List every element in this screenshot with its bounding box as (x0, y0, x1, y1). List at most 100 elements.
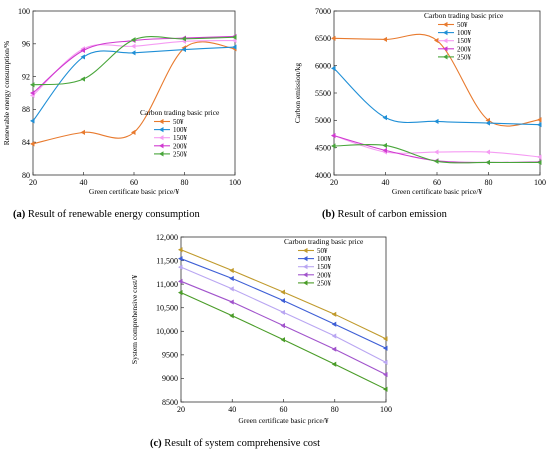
y-tick-label: 6000 (315, 61, 331, 70)
legend-label: 100¥ (173, 126, 188, 134)
y-tick-label: 96 (22, 40, 30, 49)
legend-label: 50¥ (173, 118, 184, 126)
x-tick-label: 20 (330, 178, 338, 187)
data-point (434, 118, 439, 125)
data-point (383, 345, 388, 351)
data-point (382, 147, 387, 153)
data-point (382, 115, 387, 121)
caption-a-label: (a) (13, 209, 26, 220)
data-point (80, 54, 85, 60)
data-point (280, 289, 285, 295)
legend-label: 150¥ (457, 37, 472, 45)
y-tick-label: 5500 (315, 89, 331, 98)
data-point (80, 129, 85, 135)
data-point (537, 154, 542, 160)
y-tick-label: 10,000 (156, 327, 178, 336)
data-point (537, 159, 542, 166)
data-point (537, 122, 542, 128)
data-point (280, 323, 285, 329)
y-tick-label: 8500 (162, 398, 178, 407)
caption-b-label: (b) (322, 209, 335, 220)
data-point (383, 359, 388, 365)
legend-marker (443, 54, 448, 60)
caption-c-label: (c) (150, 438, 162, 449)
legend-label: 200¥ (457, 45, 472, 53)
legend-marker (303, 280, 308, 286)
data-point (229, 313, 234, 319)
x-tick-label: 60 (433, 178, 441, 187)
data-point (331, 65, 336, 71)
data-point (30, 141, 35, 147)
data-point (331, 311, 337, 317)
y-tick-label: 92 (22, 72, 30, 81)
y-axis-label: System comprehensive cost/¥ (130, 275, 139, 364)
y-tick-label: 88 (22, 105, 30, 114)
y-tick-label: 11,500 (156, 256, 178, 265)
legend-marker (443, 38, 448, 44)
data-point (331, 133, 336, 139)
legend-label: 250¥ (457, 53, 472, 61)
x-tick-label: 20 (177, 405, 185, 414)
data-point (331, 321, 337, 327)
data-point (434, 149, 439, 155)
legend-marker (159, 135, 164, 141)
x-axis-label: Green certificate basic price/¥ (89, 187, 179, 196)
series-line-200¥ (180, 280, 387, 376)
legend-label: 50¥ (317, 247, 328, 255)
data-point (229, 267, 234, 274)
data-point (383, 386, 388, 392)
x-tick-label: 100 (380, 405, 392, 414)
legend-label: 100¥ (457, 29, 472, 37)
data-point (537, 117, 542, 123)
legend-label: 150¥ (173, 134, 188, 142)
x-tick-label: 80 (331, 405, 339, 414)
legend-marker (159, 118, 164, 125)
series-line-100¥ (180, 258, 387, 349)
legend-marker (303, 272, 308, 278)
data-point (232, 37, 237, 44)
x-tick-label: 20 (29, 178, 37, 187)
legend-marker (159, 127, 164, 133)
caption-a: (a) Result of renewable energy consumpti… (13, 209, 200, 220)
data-point (331, 346, 337, 352)
x-tick-label: 100 (534, 178, 546, 187)
legend: Carbon trading basic price50¥100¥150¥200… (140, 108, 220, 158)
data-point (485, 149, 490, 155)
legend-label: 150¥ (317, 263, 332, 271)
y-axis-label: Carbon emission/kg (293, 63, 302, 123)
series-line-50¥ (32, 41, 236, 145)
x-tick-label: 40 (80, 178, 88, 187)
y-tick-label: 4500 (315, 143, 331, 152)
data-point (178, 278, 183, 284)
y-tick-label: 9500 (162, 351, 178, 360)
legend-marker (303, 256, 308, 262)
legend-marker (303, 247, 308, 254)
legend-marker (443, 46, 448, 52)
data-point (131, 37, 136, 43)
data-point (382, 142, 387, 149)
data-point (331, 35, 336, 41)
caption-b: (b) Result of carbon emission (322, 209, 447, 220)
data-point (331, 333, 337, 339)
legend-marker (303, 264, 308, 270)
legend-marker (159, 151, 164, 157)
y-tick-label: 7000 (315, 7, 331, 16)
y-tick-label: 4000 (315, 171, 331, 180)
data-point (178, 256, 183, 262)
x-tick-label: 80 (485, 178, 493, 187)
legend-label: 250¥ (173, 150, 188, 158)
x-tick-label: 80 (181, 178, 189, 187)
data-point (80, 47, 85, 53)
data-point (30, 90, 35, 96)
data-point (434, 37, 439, 44)
legend-marker (159, 143, 164, 149)
data-point (229, 299, 234, 305)
y-tick-label: 6500 (315, 34, 331, 43)
plot-frame (32, 10, 236, 176)
data-point (382, 36, 387, 43)
legend-title: Carbon trading basic price (284, 237, 364, 246)
y-axis-label: Renewable energy consumption/% (2, 41, 11, 145)
y-tick-label: 5000 (315, 116, 331, 125)
data-point (30, 82, 35, 88)
legend-marker (443, 21, 448, 28)
